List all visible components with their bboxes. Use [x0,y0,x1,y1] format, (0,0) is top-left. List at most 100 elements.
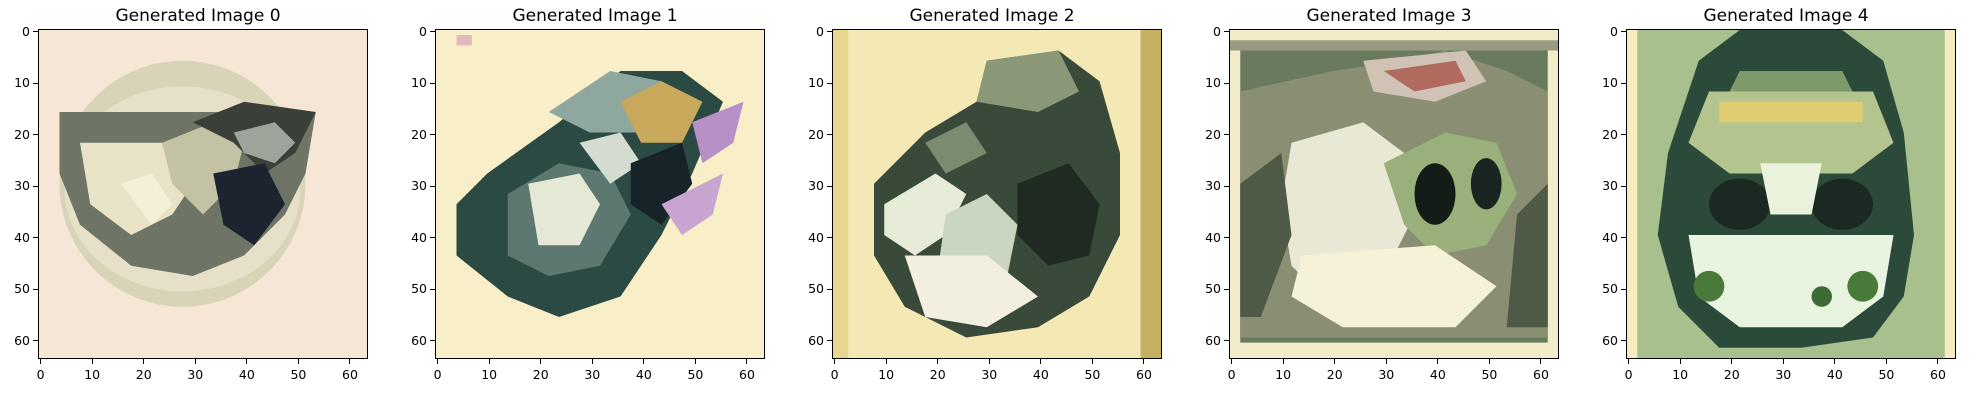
x-tick-label: 30 [584,367,601,382]
x-tick-label: 0 [830,367,839,382]
x-tick-mark [91,359,93,364]
x-tick-label: 60 [1930,367,1946,382]
x-tick-label: 10 [481,367,498,382]
x-tick-label: 60 [1533,367,1549,382]
y-tick-mark [827,185,832,187]
x-tick-mark [1334,359,1336,364]
x-tick-label: 0 [1227,367,1236,382]
y-tick-mark [1621,134,1626,136]
x-tick-label: 40 [238,367,255,382]
y-tick-mark [430,237,435,239]
x-tick-mark [1143,359,1145,364]
x-tick-mark [1488,359,1490,364]
y-tick-label: 50 [14,281,30,297]
x-tick-mark [1282,359,1284,364]
x-tick-label: 20 [1326,367,1343,382]
y-tick-mark [430,31,435,33]
x-tick-label: 0 [36,367,45,382]
x-tick-label: 40 [635,367,652,382]
y-tick-label: 50 [1602,281,1618,297]
x-tick-label: 50 [1878,367,1895,382]
y-tick-mark [827,31,832,33]
y-tick-label: 60 [1205,332,1221,348]
y-tick-label: 50 [411,281,427,297]
y-tick-label: 50 [808,281,824,297]
panel-1: Generated Image 1 0 10 20 30 40 50 60 0 10 20 30 40… [397,0,793,400]
panel-4: Generated Image 4 0 10 20 30 40 50 60 0 10 20 30 40… [1588,0,1984,400]
x-tick-mark [143,359,145,364]
x-tick-mark [246,359,248,364]
x-tick-mark [937,359,939,364]
x-tick-label: 60 [342,367,358,382]
x-tick-mark [694,359,696,364]
y-tick-mark [1224,288,1229,290]
x-tick-mark [1437,359,1439,364]
x-tick-mark [1628,359,1630,364]
x-tick-mark [746,359,748,364]
x-tick-label: 0 [433,367,442,382]
x-tick-mark [1679,359,1681,364]
y-tick-label: 0 [419,23,427,39]
x-tick-label: 20 [1723,367,1740,382]
x-tick-label: 20 [532,367,549,382]
y-tick-label: 0 [1610,23,1618,39]
x-tick-mark [1231,359,1233,364]
panel-title: Generated Image 3 [1306,6,1472,26]
x-tick-label: 20 [135,367,152,382]
x-tick-mark [1731,359,1733,364]
x-tick-label: 30 [981,367,998,382]
y-tick-label: 40 [1205,229,1221,245]
y-tick-label: 40 [1602,229,1618,245]
y-tick-label: 40 [14,229,30,245]
x-tick-label: 30 [1775,367,1792,382]
y-tick-mark [33,82,38,84]
panel-title: Generated Image 2 [909,6,1075,26]
panel-2: Generated Image 2 0 10 20 30 40 50 60 0 10 20 30 40… [794,0,1190,400]
panel-3: Generated Image 3 0 10 20 30 40 50 60 0 10 20 30 40… [1191,0,1587,400]
y-tick-mark [430,288,435,290]
x-tick-mark [40,359,42,364]
y-tick-label: 10 [411,75,427,91]
y-tick-mark [33,185,38,187]
y-tick-label: 30 [14,178,30,194]
y-tick-label: 60 [1602,332,1618,348]
x-tick-mark [643,359,645,364]
y-tick-label: 30 [1205,178,1221,194]
y-tick-mark [33,134,38,136]
y-tick-label: 30 [808,178,824,194]
y-tick-mark [1224,185,1229,187]
y-tick-label: 10 [808,75,824,91]
x-tick-label: 30 [187,367,204,382]
x-tick-mark [540,359,542,364]
generated-image-1 [435,29,765,359]
x-tick-mark [988,359,990,364]
y-tick-mark [827,340,832,342]
x-tick-mark [349,359,351,364]
y-tick-label: 0 [22,23,30,39]
x-tick-mark [1937,359,1939,364]
x-tick-label: 30 [1378,367,1395,382]
y-tick-label: 10 [14,75,30,91]
y-tick-mark [430,134,435,136]
y-tick-mark [430,185,435,187]
y-tick-label: 30 [411,178,427,194]
x-tick-mark [1782,359,1784,364]
y-tick-mark [1621,340,1626,342]
y-tick-mark [1224,82,1229,84]
x-tick-mark [885,359,887,364]
panel-title: Generated Image 4 [1703,6,1869,26]
y-tick-label: 0 [816,23,824,39]
y-tick-label: 20 [1602,126,1618,142]
y-tick-mark [33,237,38,239]
x-tick-label: 50 [1084,367,1101,382]
y-tick-label: 30 [1602,178,1618,194]
generated-image-2 [832,29,1162,359]
y-tick-mark [1621,185,1626,187]
y-tick-label: 10 [1205,75,1221,91]
y-tick-label: 20 [1205,126,1221,142]
generated-image-0 [38,29,368,359]
x-tick-label: 40 [1826,367,1843,382]
x-tick-mark [1091,359,1093,364]
y-tick-mark [33,288,38,290]
y-tick-label: 20 [808,126,824,142]
